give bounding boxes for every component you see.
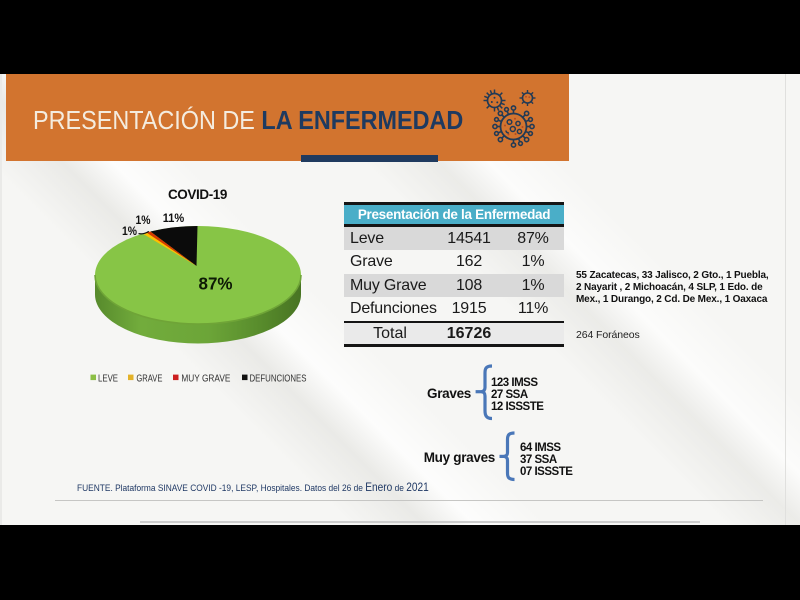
svg-text:GRAVE: GRAVE xyxy=(136,373,162,384)
svg-text:1%: 1% xyxy=(122,224,137,238)
svg-text:11%: 11% xyxy=(163,211,185,225)
svg-text:1%: 1% xyxy=(136,213,151,227)
svg-text:DEFUNCIONES: DEFUNCIONES xyxy=(250,373,307,384)
svg-text:87%: 87% xyxy=(199,274,233,294)
svg-text:MUY GRAVE: MUY GRAVE xyxy=(181,373,230,384)
svg-text:LEVE: LEVE xyxy=(98,373,118,384)
